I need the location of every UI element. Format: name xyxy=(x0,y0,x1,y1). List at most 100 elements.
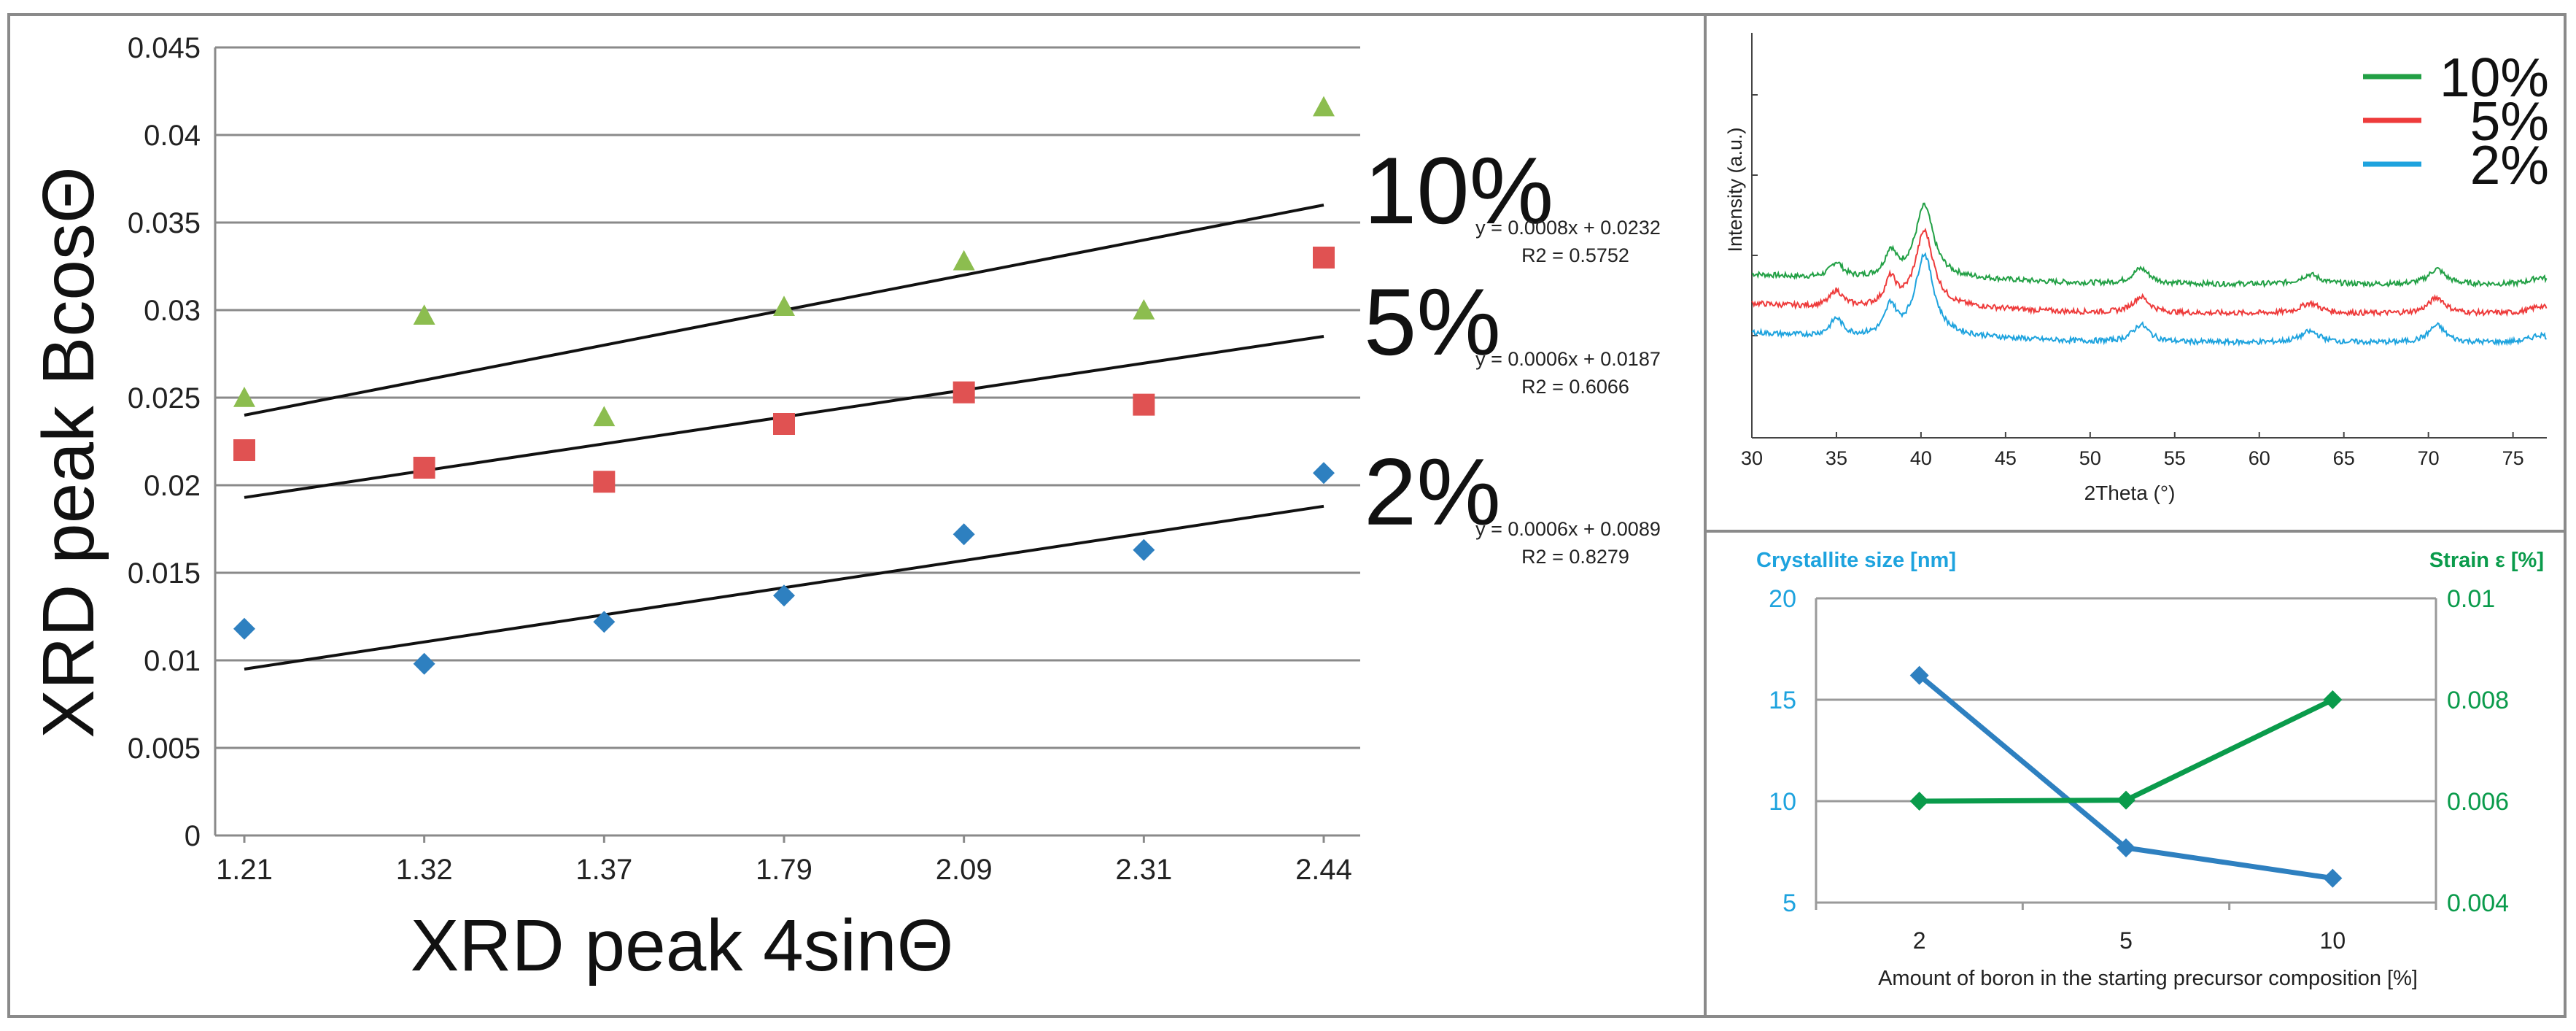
cs-marker-strain xyxy=(2323,690,2343,709)
wh-y-tick-label: 0.04 xyxy=(144,120,201,152)
cs-left-tick-label: 5 xyxy=(1782,889,1796,917)
wh-y-tick-label: 0.01 xyxy=(144,645,201,677)
wh-series-label-2pct: 2% xyxy=(1364,439,1501,545)
xrd-y-axis-title: Intensity (a.u.) xyxy=(1724,127,1746,252)
wh-series-label-10pct: 10% xyxy=(1364,137,1553,244)
wh-point-10pct xyxy=(953,250,975,271)
wh-y-tick-label: 0.005 xyxy=(128,733,201,765)
xrd-x-tick-label: 75 xyxy=(2502,447,2524,469)
wh-equation-2pct: y = 0.0006x + 0.0089 xyxy=(1475,518,1661,540)
cs-x-tick-label: 10 xyxy=(2320,927,2346,954)
xrd-x-tick-label: 70 xyxy=(2418,447,2440,469)
xrd-legend-label-2pct: 2% xyxy=(2470,134,2549,196)
xrd-x-tick-label: 35 xyxy=(1826,447,1847,469)
cs-right-tick-label: 0.004 xyxy=(2447,889,2509,917)
cs-x-tick-label: 5 xyxy=(2119,927,2133,954)
cs-marker-size xyxy=(2323,868,2343,888)
wh-data-points xyxy=(233,96,1335,675)
wh-point-10pct xyxy=(773,296,795,316)
wh-r2-5pct: R2 = 0.6066 xyxy=(1521,376,1629,398)
cs-x-axis-title: Amount of boron in the starting precurso… xyxy=(1878,967,2418,990)
wh-point-5pct xyxy=(1133,393,1155,416)
wh-r2-2pct: R2 = 0.8279 xyxy=(1521,546,1629,568)
xrd-x-tick-labels: 30 35 40 45 50 55 60 65 70 75 xyxy=(1741,447,2524,469)
wh-grid xyxy=(214,46,1360,843)
wh-point-5pct xyxy=(413,457,435,479)
xrd-trace-5pct xyxy=(1751,228,2548,317)
wh-point-2pct xyxy=(953,523,975,546)
wh-y-axis-title: XRD peak BcosΘ xyxy=(28,166,109,738)
xrd-legend-label-10pct: 10% xyxy=(2440,47,2549,108)
wh-y-tick-label: 0.03 xyxy=(144,295,201,327)
size-strain-chart: 5 10 15 20 0.004 0.006 0.008 0.01 2 5 10 Crystalli… xyxy=(1756,549,2544,990)
wh-point-2pct xyxy=(1133,538,1155,561)
wh-point-10pct xyxy=(1313,96,1335,117)
williamson-hall-chart: 0 0.005 0.01 0.015 0.02 0.025 0.03 0.035 0.04 0.0… xyxy=(28,32,1661,986)
wh-point-5pct xyxy=(233,439,255,461)
wh-x-tick-label: 2.31 xyxy=(1115,854,1172,886)
cs-right-tick-label: 0.006 xyxy=(2447,788,2509,816)
wh-y-tick-label: 0.02 xyxy=(144,470,201,502)
xrd-x-tick-label: 65 xyxy=(2333,447,2355,469)
xrd-x-tick-label: 50 xyxy=(2079,447,2101,469)
cs-marker-strain xyxy=(2117,790,2135,810)
wh-x-tick-label: 1.32 xyxy=(396,854,453,886)
wh-point-2pct xyxy=(233,617,255,640)
cs-left-tick-label: 15 xyxy=(1769,687,1796,714)
xrd-x-tick-label: 30 xyxy=(1741,447,1763,469)
cs-right-axis-title: Strain ε [%] xyxy=(2429,549,2544,572)
wh-point-2pct xyxy=(413,652,435,675)
wh-series-label-5pct: 5% xyxy=(1364,269,1501,375)
wh-point-5pct xyxy=(773,413,795,435)
xrd-traces xyxy=(1751,202,2548,347)
cs-tick-labels: 5 10 15 20 0.004 0.006 0.008 0.01 2 5 10 xyxy=(1769,585,2509,954)
cs-x-tick-label: 2 xyxy=(1913,927,1926,954)
wh-x-tick-labels: 1.21 1.32 1.37 1.79 2.09 2.31 2.44 xyxy=(216,854,1352,886)
wh-y-tick-label: 0.045 xyxy=(128,32,201,64)
wh-point-10pct xyxy=(593,406,616,427)
wh-point-2pct xyxy=(593,611,616,633)
xrd-trace-10pct xyxy=(1751,202,2548,289)
xrd-trace-2pct xyxy=(1751,252,2548,347)
cs-right-tick-label: 0.01 xyxy=(2447,585,2495,613)
wh-point-5pct xyxy=(593,471,616,493)
wh-x-tick-label: 2.09 xyxy=(936,854,993,886)
xrd-axes xyxy=(1751,33,2547,439)
xrd-legend-label-5pct: 5% xyxy=(2470,90,2549,152)
xrd-x-tick-label: 60 xyxy=(2249,447,2270,469)
wh-point-5pct xyxy=(1313,247,1335,269)
wh-x-tick-label: 1.21 xyxy=(216,854,273,886)
cs-marker-size xyxy=(2117,838,2135,857)
wh-y-tick-labels: 0 0.005 0.01 0.015 0.02 0.025 0.03 0.035 0.04 0.0… xyxy=(128,32,201,852)
xrd-pattern-chart: 30 35 40 45 50 55 60 65 70 75 10%5%2% Intensity (… xyxy=(1724,33,2549,504)
wh-x-axis-title: XRD peak 4sinΘ xyxy=(411,905,954,986)
wh-point-10pct xyxy=(233,387,255,407)
wh-point-2pct xyxy=(1313,462,1335,484)
wh-point-10pct xyxy=(1133,299,1155,320)
wh-x-tick-label: 2.44 xyxy=(1295,854,1352,886)
cs-line-strain xyxy=(1919,697,2334,804)
xrd-legend: 10%5%2% xyxy=(2363,47,2549,196)
cs-axes xyxy=(1815,598,2437,910)
wh-equation-10pct: y = 0.0008x + 0.0232 xyxy=(1475,217,1661,239)
outer-frame xyxy=(7,13,2567,1018)
xrd-x-tick-label: 45 xyxy=(1995,447,2017,469)
wh-r2-10pct: R2 = 0.5752 xyxy=(1521,244,1629,266)
cs-right-tick-label: 0.008 xyxy=(2447,687,2509,714)
xrd-x-tick-label: 55 xyxy=(2164,447,2186,469)
wh-point-2pct xyxy=(773,584,795,607)
wh-y-tick-label: 0.025 xyxy=(128,382,201,414)
xrd-x-tick-label: 40 xyxy=(1910,447,1932,469)
cs-left-tick-label: 10 xyxy=(1769,788,1796,816)
wh-x-tick-label: 1.79 xyxy=(756,854,812,886)
wh-y-tick-label: 0 xyxy=(185,820,201,852)
wh-point-10pct xyxy=(413,304,435,325)
wh-equation-5pct: y = 0.0006x + 0.0187 xyxy=(1475,348,1661,370)
cs-left-tick-label: 20 xyxy=(1769,585,1796,613)
xrd-x-axis-title: 2Theta (°) xyxy=(2084,482,2176,504)
wh-point-5pct xyxy=(953,381,975,403)
wh-y-tick-label: 0.015 xyxy=(128,557,201,590)
wh-x-tick-label: 1.37 xyxy=(575,854,632,886)
